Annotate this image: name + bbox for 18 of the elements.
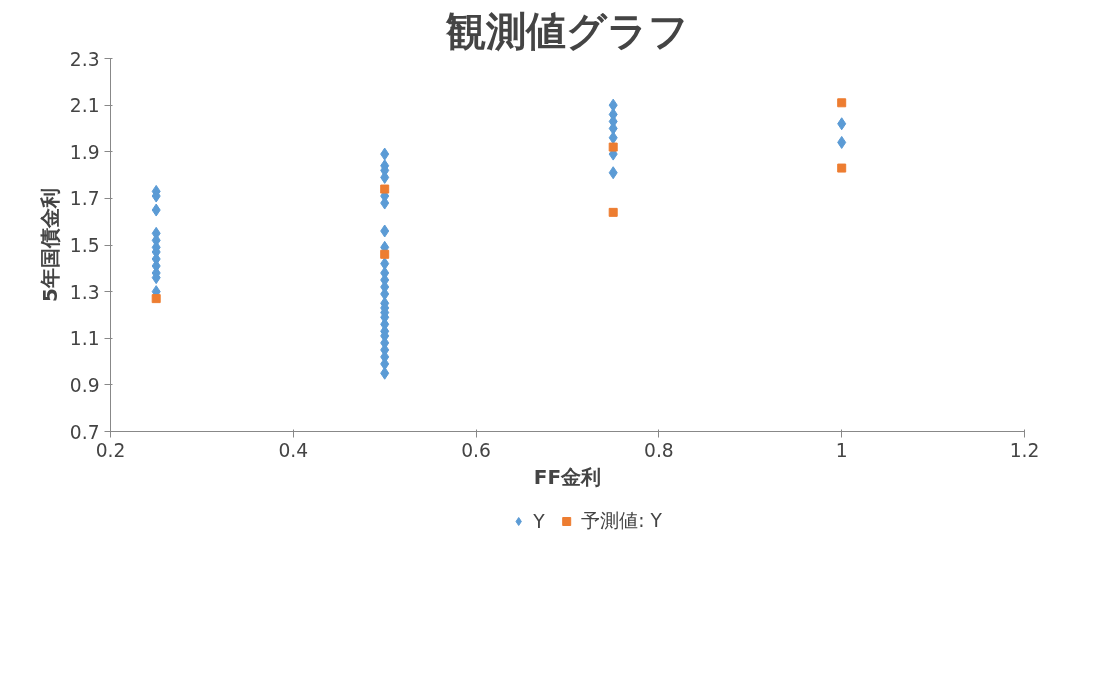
x-tick-label: 0.6: [461, 439, 491, 461]
y-tick-label: 1.3: [69, 281, 100, 303]
y-tick-label: 1.9: [69, 141, 100, 163]
x-tick-label: 0.4: [278, 439, 309, 461]
y-axis-title: 5年国債金利: [37, 188, 62, 302]
x-tick-label: 1.2: [1009, 439, 1040, 461]
y-tick-label: 2.3: [69, 48, 100, 70]
x-tick-label: 0.8: [644, 439, 674, 461]
y-tick-label: 1.5: [69, 235, 100, 256]
y-tick-label: 2.1: [69, 95, 100, 117]
y-tick-label: 1.1: [69, 328, 100, 350]
y-tick-label: 0.9: [69, 374, 100, 396]
y-tick-label: 1.7: [69, 188, 100, 210]
chart-title: 観測値グラフ: [445, 7, 689, 54]
legend-label: 予測値: Y: [581, 509, 662, 533]
x-tick-label: 1: [835, 439, 848, 461]
legend-label: Y: [533, 510, 546, 532]
x-axis-title: FF金利: [533, 464, 602, 489]
